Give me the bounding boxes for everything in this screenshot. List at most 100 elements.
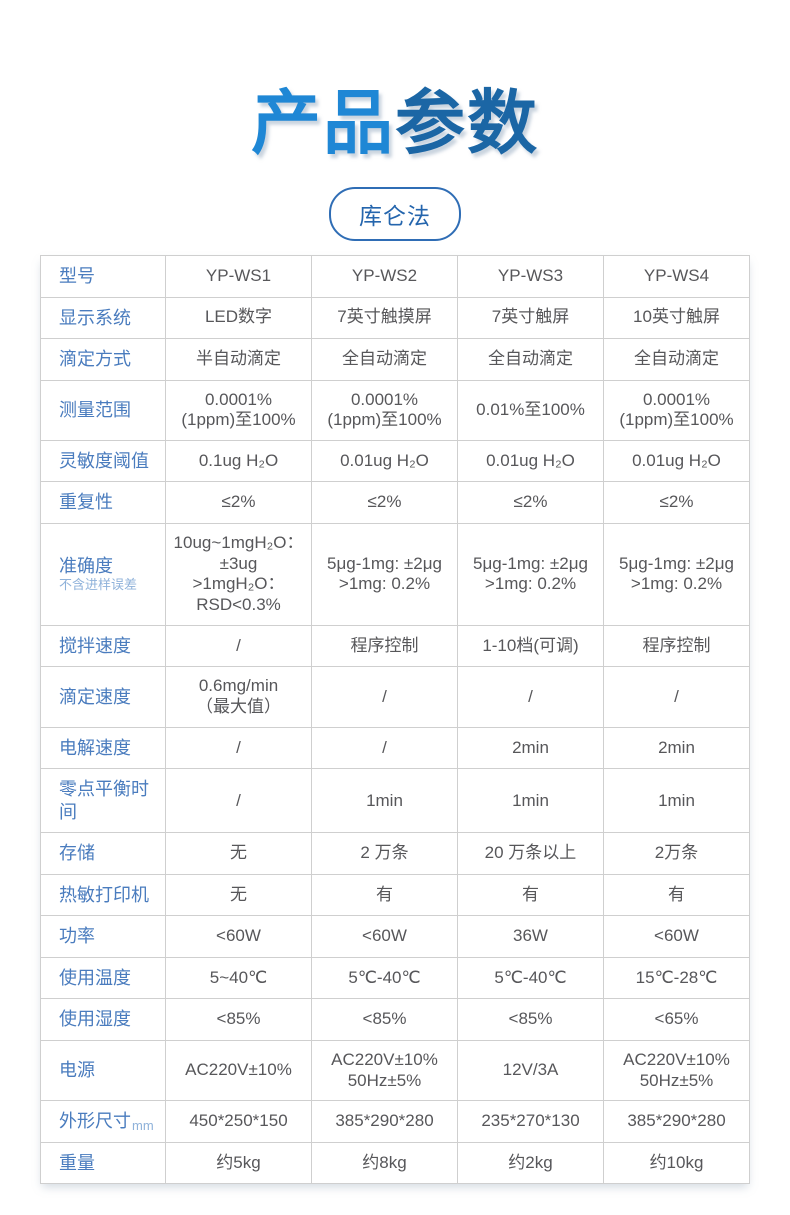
spec-cell: 约8kg (311, 1141, 458, 1185)
spec-cell: 0.01ug H₂O (603, 439, 750, 483)
spec-cell: / (603, 666, 750, 728)
spec-cell: <85% (457, 998, 604, 1041)
spec-cell: 20 万条以上 (457, 832, 604, 875)
row-label: 热敏打印机 (59, 884, 149, 905)
spec-table-body: 型号 YP-WS1 YP-WS2 YP-WS3 YP-WS4 显示系统 LED数字 7英寸触摸… (40, 255, 750, 1185)
spec-cell: 无 (165, 832, 312, 875)
spec-cell: 0.1ug H₂O (165, 439, 312, 483)
row-label: 重量 (59, 1152, 95, 1173)
spec-cell: 0.01ug H₂O (457, 439, 604, 483)
spec-cell: <60W (311, 915, 458, 958)
spec-cell: AC220V±10% 50Hz±5% (603, 1039, 750, 1102)
spec-cell: 7英寸触摸屏 (311, 296, 458, 339)
row-label-cell: 功率 (40, 915, 166, 958)
row-label-cell: 型号 (40, 255, 166, 298)
spec-row: 使用湿度 <85% <85% <85% <65% (40, 998, 750, 1041)
spec-cell: / (311, 666, 458, 728)
spec-cell: 1min (457, 768, 604, 834)
row-label-sub: mm (132, 1118, 154, 1134)
row-label-cell: 滴定方式 (40, 338, 166, 381)
spec-cell: 5μg-1mg: ±2μg >1mg: 0.2% (603, 522, 750, 626)
spec-row: 外形尺寸mm 450*250*150 385*290*280 235*270*130 3… (40, 1100, 750, 1143)
row-label-cell: 准确度 不含进样误差 (40, 522, 166, 626)
spec-cell: YP-WS1 (165, 255, 312, 298)
spec-cell: 0.0001% (1ppm)至100% (603, 379, 750, 441)
spec-cell: 5μg-1mg: ±2μg >1mg: 0.2% (457, 522, 604, 626)
spec-cell: ≤2% (165, 481, 312, 524)
spec-cell: 12V/3A (457, 1039, 604, 1102)
row-label-cell: 显示系统 (40, 296, 166, 339)
row-label-cell: 重复性 (40, 481, 166, 524)
spec-cell: 有 (311, 873, 458, 917)
row-label: 测量范围 (59, 399, 131, 420)
row-label: 电源 (59, 1060, 95, 1081)
spec-row: 显示系统 LED数字 7英寸触摸屏 7英寸触屏 10英寸触屏 (40, 296, 750, 339)
spec-cell: <65% (603, 998, 750, 1041)
row-label-cell: 零点平衡时间 (40, 768, 166, 834)
row-label: 使用温度 (59, 967, 131, 988)
row-label-cell: 灵敏度阈值 (40, 439, 166, 483)
row-label-cell: 外形尺寸mm (40, 1100, 166, 1143)
row-label-cell: 使用温度 (40, 956, 166, 1000)
spec-cell: 450*250*150 (165, 1100, 312, 1143)
spec-table: 型号 YP-WS1 YP-WS2 YP-WS3 YP-WS4 显示系统 LED数字 7英寸触摸… (40, 255, 750, 1185)
spec-cell: 2万条 (603, 832, 750, 875)
spec-cell: AC220V±10% 50Hz±5% (311, 1039, 458, 1102)
row-label: 电解速度 (59, 737, 131, 758)
row-label: 搅拌速度 (59, 635, 131, 656)
method-badge: 库仑法 (329, 187, 461, 241)
spec-cell: 全自动滴定 (603, 338, 750, 381)
row-label: 外形尺寸 (59, 1111, 131, 1132)
row-label-cell: 热敏打印机 (40, 873, 166, 917)
row-label: 滴定速度 (59, 686, 131, 707)
spec-row: 准确度 不含进样误差 10ug~1mgH₂O： ±3ug >1mgH₂O： RSD<… (40, 522, 750, 626)
spec-row: 零点平衡时间/1min 1min 1min (40, 768, 750, 834)
spec-cell: 程序控制 (603, 624, 750, 668)
spec-cell: 全自动滴定 (457, 338, 604, 381)
row-label-cell: 滴定速度 (40, 666, 166, 728)
spec-cell: LED数字 (165, 296, 312, 339)
spec-row: 型号 YP-WS1 YP-WS2 YP-WS3 YP-WS4 (40, 255, 750, 298)
spec-cell: 0.01ug H₂O (311, 439, 458, 483)
spec-cell: 约2kg (457, 1141, 604, 1185)
spec-cell: 235*270*130 (457, 1100, 604, 1143)
spec-cell: 0.6mg/min （最大值） (165, 666, 312, 728)
spec-cell: 5℃-40℃ (457, 956, 604, 1000)
header: 产品参数 库仑法 (0, 0, 790, 241)
spec-cell: 有 (457, 873, 604, 917)
row-label: 准确度 (59, 555, 113, 576)
spec-cell: ≤2% (311, 481, 458, 524)
spec-row: 测量范围 0.0001% (1ppm)至100% 0.0001% (1ppm)至10… (40, 379, 750, 441)
row-label-cell: 测量范围 (40, 379, 166, 441)
spec-cell: <85% (165, 998, 312, 1041)
spec-cell: 全自动滴定 (311, 338, 458, 381)
spec-cell: 2 万条 (311, 832, 458, 875)
spec-cell: ≤2% (603, 481, 750, 524)
row-label: 灵敏度阈值 (59, 450, 149, 471)
row-label-cell: 存储 (40, 832, 166, 875)
spec-cell: 5℃-40℃ (311, 956, 458, 1000)
spec-cell: YP-WS2 (311, 255, 458, 298)
row-label: 使用湿度 (59, 1009, 131, 1030)
spec-cell: 2min (457, 726, 604, 770)
spec-cell: 1min (311, 768, 458, 834)
spec-cell: / (165, 726, 312, 770)
row-label: 显示系统 (59, 307, 131, 328)
row-label-cell: 电解速度 (40, 726, 166, 770)
spec-cell: 0.01%至100% (457, 379, 604, 441)
spec-cell: 385*290*280 (311, 1100, 458, 1143)
page-title-part1: 产品 (251, 81, 395, 164)
row-label: 重复性 (59, 492, 113, 513)
row-label-cell: 电源 (40, 1039, 166, 1102)
spec-row: 热敏打印机无有有有 (40, 873, 750, 917)
spec-cell: / (165, 768, 312, 834)
spec-cell: / (165, 624, 312, 668)
row-label: 滴定方式 (59, 349, 131, 369)
spec-cell: 程序控制 (311, 624, 458, 668)
row-label-cell: 使用湿度 (40, 998, 166, 1041)
spec-cell: <85% (311, 998, 458, 1041)
spec-row: 滴定速度 0.6mg/min （最大值） / / / (40, 666, 750, 728)
spec-row: 功率 <60W <60W 36W <60W (40, 915, 750, 958)
row-label-cell: 重量 (40, 1141, 166, 1185)
